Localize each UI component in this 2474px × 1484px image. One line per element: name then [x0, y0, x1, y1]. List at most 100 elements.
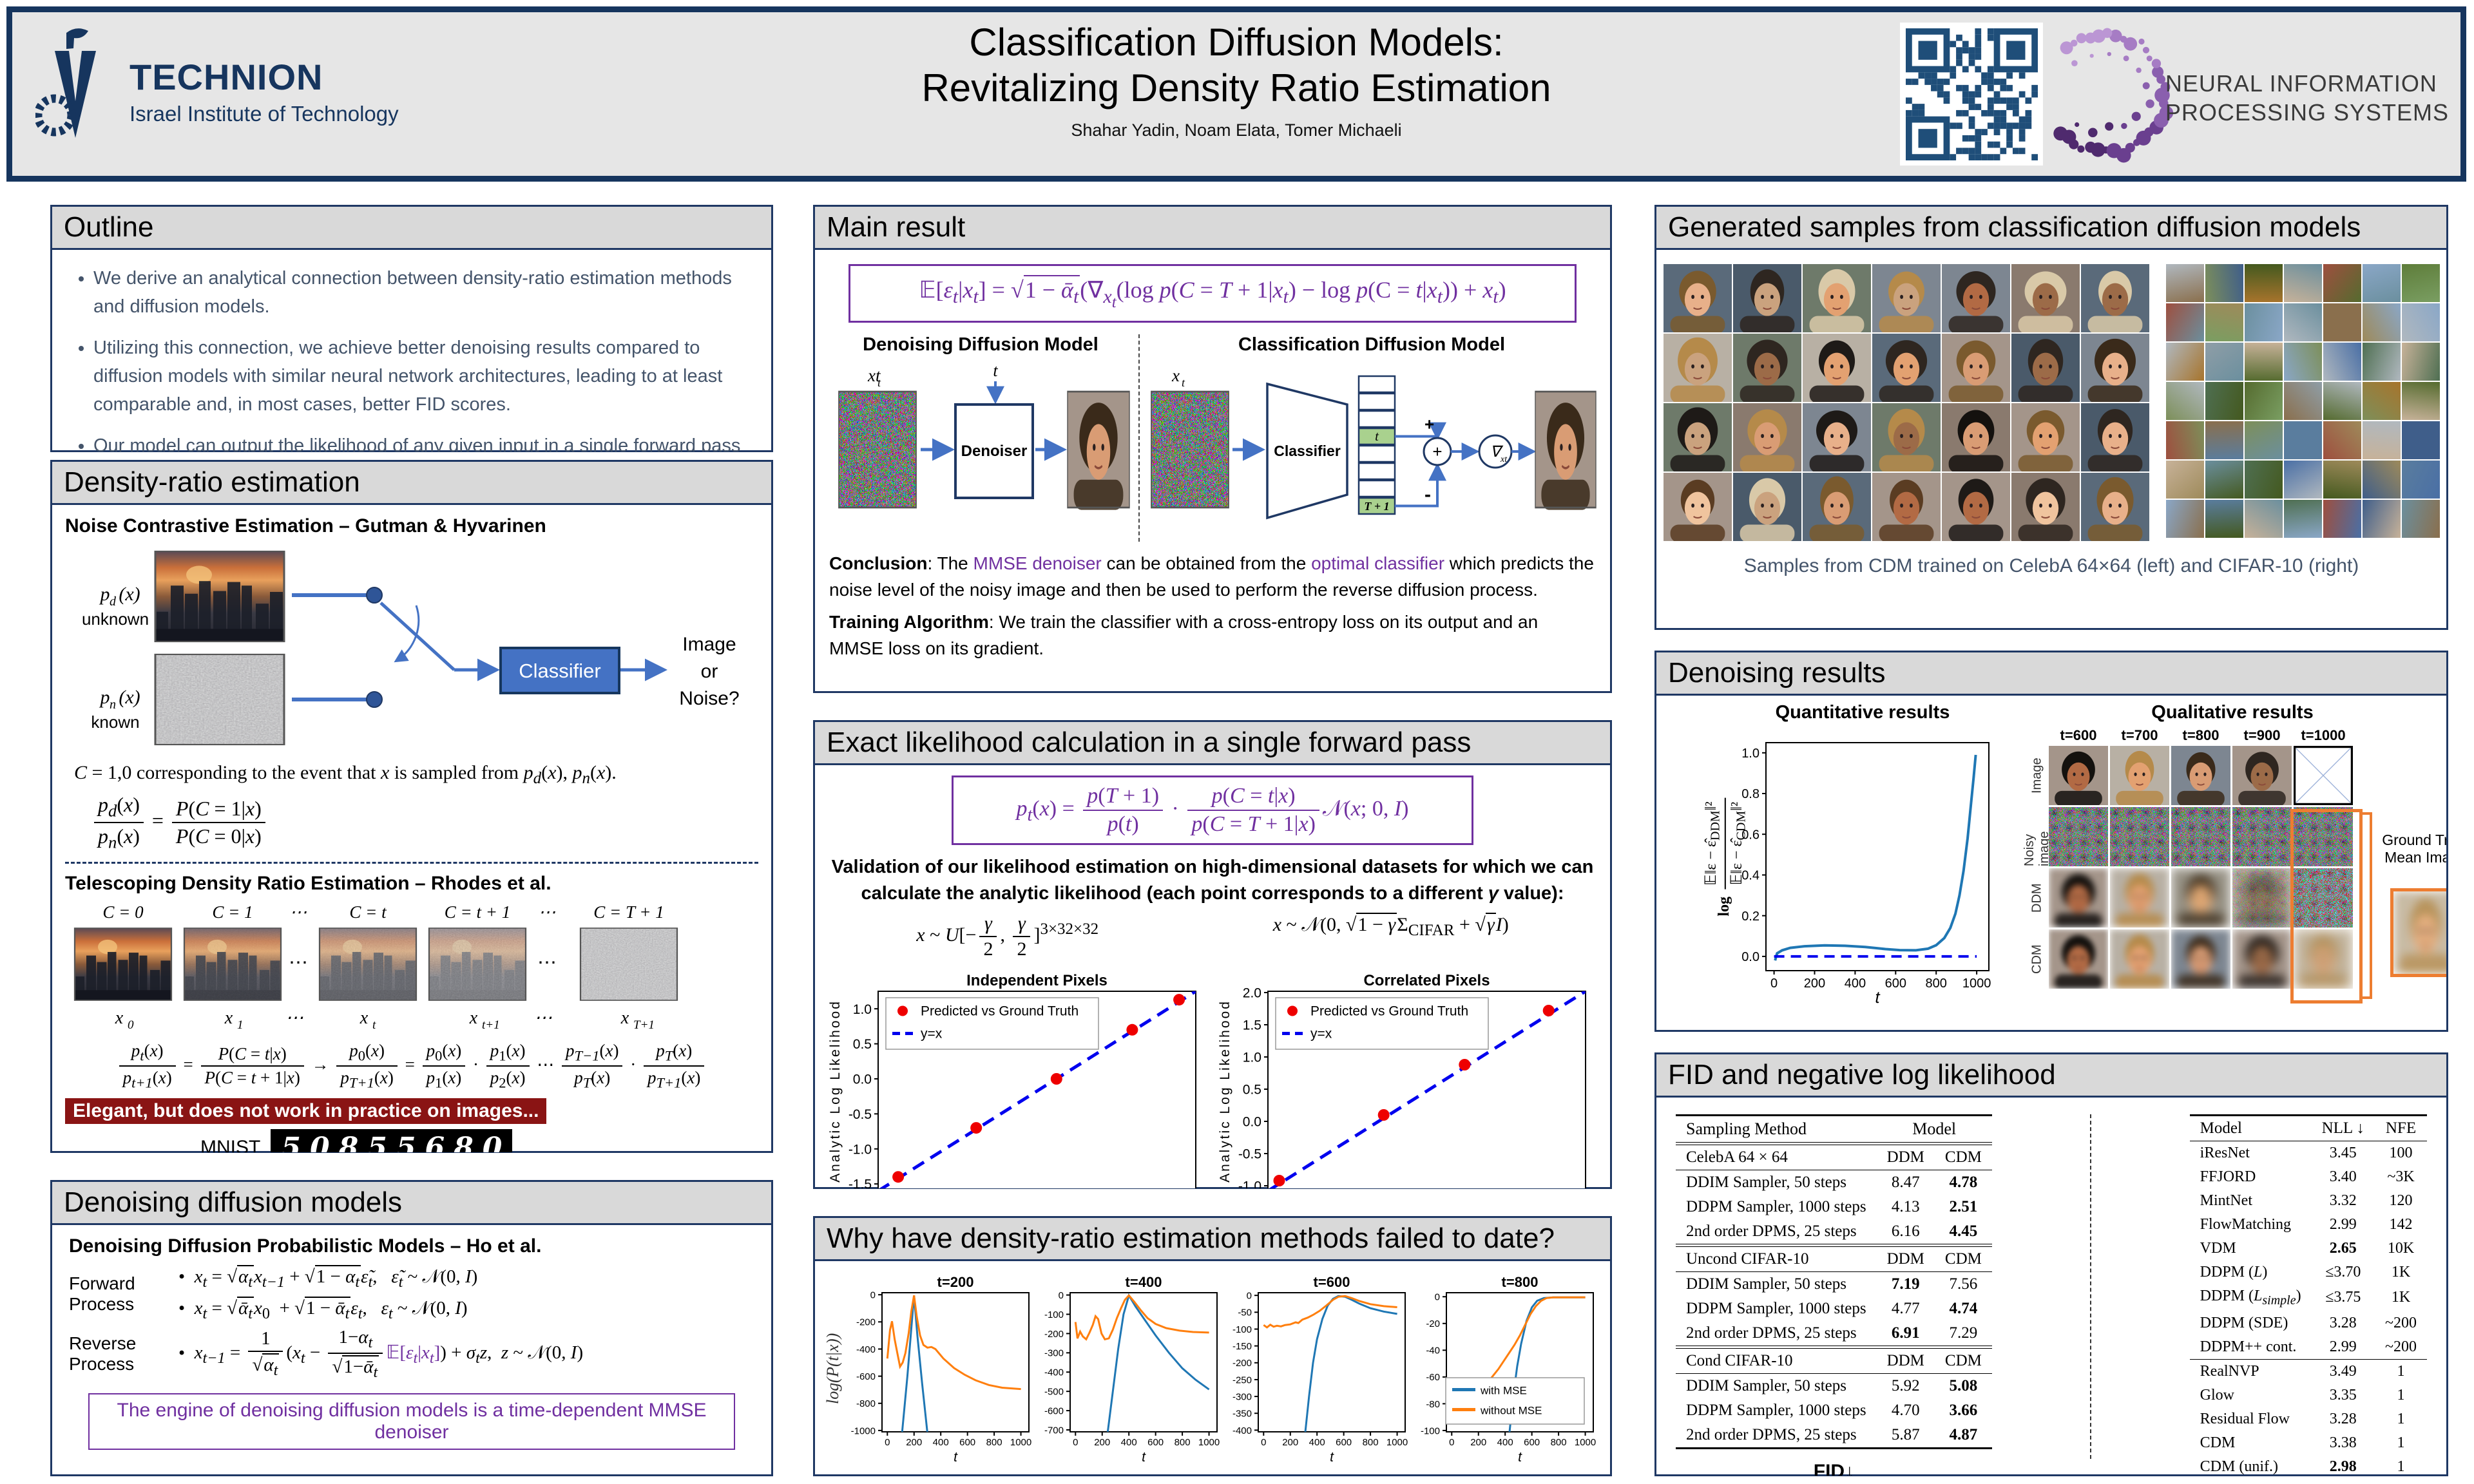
celeba-sample [2080, 403, 2149, 471]
svg-text:t: t [877, 376, 881, 389]
section-failure-title: Why have density-ratio estimation method… [815, 1218, 1610, 1261]
celeba-sample [1732, 264, 1801, 332]
face-image [2080, 403, 2149, 471]
cifar-sample [2283, 343, 2322, 381]
cifar-sample [2401, 303, 2440, 341]
svg-text:(x): (x) [119, 687, 140, 708]
cifar-sample [2165, 500, 2204, 538]
cifar-samples-grid [2165, 264, 2440, 541]
face-image [2049, 929, 2108, 989]
svg-text:1000: 1000 [1962, 976, 1991, 991]
svg-text:800: 800 [1175, 1437, 1191, 1448]
celeba-sample [2011, 403, 2080, 471]
svg-text:-100: -100 [1421, 1425, 1440, 1436]
svg-text:Noise?: Noise? [679, 688, 739, 709]
cifar-sample [2244, 500, 2283, 538]
celeba-sample [1941, 403, 2010, 471]
cifar-sample [2165, 461, 2204, 499]
logo-subtitle: Israel Institute of Technology [129, 102, 399, 126]
poster-authors: Shahar Yadin, Noam Elata, Tomer Michaeli [1071, 120, 1402, 140]
face-image [1802, 403, 1871, 471]
qual-cell [2171, 746, 2230, 805]
svg-text:0.5: 0.5 [1243, 1083, 1261, 1098]
svg-text:⋯: ⋯ [285, 1008, 303, 1028]
face-image [2171, 868, 2230, 928]
technion-logo-icon [34, 25, 119, 157]
nce-heading: Noise Contrastive Estimation – Gutman & … [65, 515, 546, 537]
failure-plot-t200: 0 200 400 600 800 1000 0 -200 -400 -600 -800 -1000 t… [851, 1274, 1032, 1465]
telescoping-diagram: C = 0x 0C = 1x 1⋯⋯C = tx tC = t + 1x t+1⋯⋯C … [73, 902, 678, 1032]
cifar-sample [2323, 343, 2361, 381]
svg-text:⋯: ⋯ [290, 902, 307, 922]
svg-text:x: x [469, 1008, 478, 1028]
celeba-sample [1941, 264, 2010, 332]
face-image [1732, 334, 1801, 402]
svg-text:⋯: ⋯ [534, 1008, 552, 1028]
celeba-sample [1663, 473, 1732, 541]
svg-text:0: 0 [1073, 1437, 1078, 1448]
svg-text:400: 400 [1309, 1437, 1325, 1448]
svg-text:t: t [1518, 1450, 1522, 1465]
svg-text:-500: -500 [1044, 1386, 1064, 1397]
svg-text:200: 200 [906, 1437, 922, 1448]
mnist-digit: 5 [281, 1131, 301, 1152]
mnist-digit: 5 [396, 1131, 416, 1152]
face-image [2110, 746, 2169, 805]
cifar-sample [2401, 343, 2440, 381]
mnist-digit: 0 [482, 1131, 503, 1152]
svg-text:t: t [1182, 376, 1185, 389]
fid-table-wrap: Sampling Method Model CelebA 64 × 64 DDM CDM… [1676, 1114, 1992, 1476]
no-image-placeholder [2294, 746, 2353, 805]
cifar-sample [2165, 382, 2204, 420]
face-image [2011, 473, 2080, 541]
celeba-sample [1802, 403, 1871, 471]
svg-text:0.0: 0.0 [1741, 950, 1760, 964]
svg-text:Predicted vs Ground Truth: Predicted vs Ground Truth [921, 1004, 1079, 1019]
cifar-sample [2205, 500, 2243, 538]
qr-code [1900, 23, 2043, 166]
svg-text:x: x [115, 1008, 124, 1028]
face-image [2110, 929, 2169, 989]
svg-text:t: t [1142, 1450, 1146, 1465]
cifar-sample [2165, 343, 2204, 381]
section-samples-title: Generated samples from classification di… [1656, 207, 2446, 250]
svg-text:x: x [224, 1008, 233, 1028]
section-density-ratio: Density-ratio estimation Noise Contrasti… [50, 460, 773, 1153]
fid-caption: FID↓ [1813, 1461, 1855, 1476]
celeba-sample [1802, 334, 1871, 402]
svg-text:t: t [1330, 1450, 1334, 1465]
svg-text:0.0: 0.0 [853, 1072, 872, 1087]
svg-text:1000: 1000 [1575, 1437, 1596, 1448]
noise-image [2049, 807, 2108, 866]
cifar-sample [2205, 461, 2243, 499]
cifar-sample [2165, 303, 2204, 341]
cifar-sample [2165, 421, 2204, 459]
celeba-sample [2011, 473, 2080, 541]
svg-text:600: 600 [1336, 1437, 1352, 1448]
svg-text:-1.0: -1.0 [1238, 1179, 1261, 1188]
cifar-sample [2401, 500, 2440, 538]
svg-text:x: x [360, 1008, 369, 1028]
section-denoising-title: Denoising results [1656, 652, 2446, 696]
cifar-sample [2283, 303, 2322, 341]
cifar-sample [2205, 343, 2243, 381]
svg-text:0: 0 [1435, 1291, 1440, 1302]
svg-text:0: 0 [1770, 976, 1778, 991]
svg-text:xt: xt [867, 366, 881, 385]
forward-eq-1: • xt = √αtxt−1 + √1 − αtε̃t, ε̃t ~ 𝒩(0, … [178, 1265, 478, 1291]
svg-text:0.4: 0.4 [1741, 869, 1760, 883]
svg-text:t=800: t=800 [1502, 1274, 1539, 1290]
section-main-result: Main result 𝔼[εt|xt] = √1 − ᾱt(∇xt(log p… [813, 205, 1612, 693]
face-image [1802, 473, 1871, 541]
cifar-sample [2362, 264, 2401, 302]
svg-text:0: 0 [1059, 1289, 1064, 1300]
cifar-sample [2323, 382, 2361, 420]
independent-pixels-plot: -1.5-1.0-0.50.00.51.0-1.5-1.0-0.50.00.51… [829, 972, 1196, 1188]
svg-text:n: n [110, 698, 116, 712]
qual-cell [2171, 929, 2230, 989]
svg-text:-100: -100 [1044, 1309, 1064, 1320]
svg-text:Classifier: Classifier [1274, 442, 1341, 459]
outline-bullet: We derive an analytical connection betwe… [93, 264, 756, 321]
svg-text:-100: -100 [1232, 1324, 1252, 1335]
